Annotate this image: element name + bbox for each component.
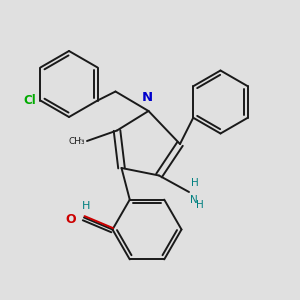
Text: CH₃: CH₃ bbox=[69, 136, 85, 146]
Text: H: H bbox=[190, 178, 198, 188]
Text: N: N bbox=[141, 92, 153, 104]
Text: H: H bbox=[196, 200, 203, 209]
Text: methyl: methyl bbox=[80, 139, 85, 140]
Text: Cl: Cl bbox=[23, 94, 36, 107]
Text: O: O bbox=[66, 213, 76, 226]
Text: N: N bbox=[190, 195, 198, 205]
Text: H: H bbox=[82, 201, 91, 211]
